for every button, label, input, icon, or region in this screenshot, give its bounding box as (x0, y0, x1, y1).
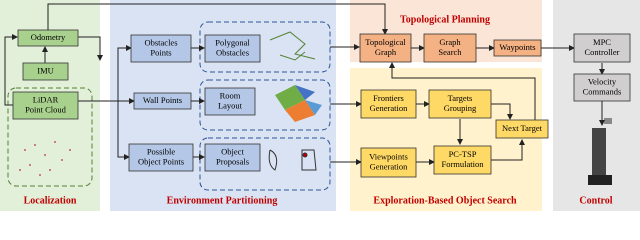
node-label: LiDAR (33, 94, 59, 104)
node (17, 29, 79, 47)
panel-title: Environment Partitioning (167, 195, 278, 206)
node-label: Generation (370, 103, 409, 113)
node (493, 39, 542, 57)
dashed-region (199, 137, 331, 191)
node-label: Obstacles (216, 47, 249, 57)
node (433, 145, 492, 175)
node-label: Points (150, 47, 171, 57)
panel-title: Exploration-Based Object Search (373, 195, 517, 206)
panel-title: Localization (24, 195, 77, 206)
node-label: Polygonal (215, 37, 250, 47)
arrow (389, 62, 536, 120)
panel (350, 68, 542, 211)
arrow (47, 3, 388, 35)
dashed-region (7, 87, 93, 187)
proposal-image (268, 149, 317, 171)
node-label: Waypoints (499, 42, 535, 52)
node-label: Obstacles (144, 37, 177, 47)
arrow (491, 139, 525, 161)
node (204, 143, 261, 172)
node-label: Formulation (441, 159, 484, 169)
node-label: Layout (218, 100, 243, 110)
node (573, 73, 631, 102)
node-label: Room (220, 90, 241, 100)
node-label: Next Target (502, 123, 543, 133)
node (360, 147, 417, 178)
arrow (4, 34, 18, 106)
node-label: Graph (375, 47, 397, 57)
node (128, 143, 194, 172)
node-label: Wall Points (143, 95, 182, 105)
node-label: Velocity (588, 76, 617, 86)
dashed-region (199, 79, 331, 131)
node (133, 92, 192, 110)
node (204, 87, 256, 116)
node-label: Search (438, 47, 462, 57)
arrow (491, 103, 513, 120)
arrow (117, 45, 132, 101)
node-label: Frontiers (373, 93, 404, 103)
node-label: Topological (365, 37, 406, 47)
point-cloud (19, 141, 71, 176)
node-label: Grouping (444, 103, 477, 113)
node (22, 62, 69, 81)
node-label: Controller (585, 47, 620, 57)
node (130, 34, 192, 63)
robot-image (588, 118, 612, 185)
node-label: Point Cloud (25, 104, 67, 114)
decor (4, 3, 612, 191)
node-label: Generation (370, 161, 409, 171)
node-label: Odometry (31, 32, 66, 42)
node (360, 89, 417, 119)
panel-title: Control (579, 195, 612, 206)
node (204, 34, 261, 63)
panel-title: Topological Planning (400, 14, 490, 25)
node-label: Targets (448, 93, 473, 103)
node-label: Commands (583, 86, 622, 96)
node-label: IMU (37, 65, 54, 75)
node-label: Object Points (138, 156, 184, 166)
node (573, 33, 631, 63)
node-label: MPC (593, 37, 611, 47)
obstacles-image (269, 31, 316, 61)
node-label: PC-TSP (449, 149, 477, 159)
arrow (78, 36, 103, 61)
node (428, 89, 492, 119)
node (359, 33, 412, 63)
node-label: Viewpoints (369, 151, 408, 161)
arrow (117, 101, 130, 160)
node-label: Object (221, 146, 244, 156)
room-layout-image (275, 85, 322, 122)
node (12, 91, 79, 120)
node (495, 119, 549, 139)
node-label: Graph (439, 37, 461, 47)
node-label: Possible (147, 146, 176, 156)
node-label: Proposals (216, 156, 249, 166)
node (423, 33, 477, 63)
